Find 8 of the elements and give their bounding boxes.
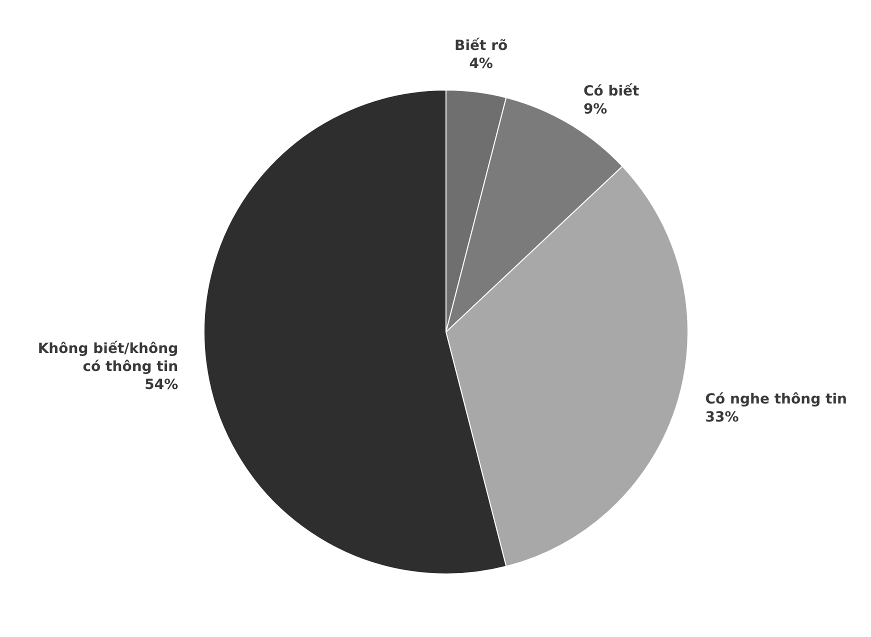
slice-label: Không biết/không có thông tin	[38, 340, 178, 375]
data-label: 4%	[469, 56, 493, 72]
data-label: 54%	[144, 376, 178, 393]
slice-label: Có biết	[583, 82, 640, 100]
slice-label: Biết rõ	[454, 37, 508, 54]
slice-label: Có nghe thông tin	[705, 391, 847, 408]
data-label: 33%	[705, 409, 739, 426]
data-label: 9%	[583, 102, 608, 118]
